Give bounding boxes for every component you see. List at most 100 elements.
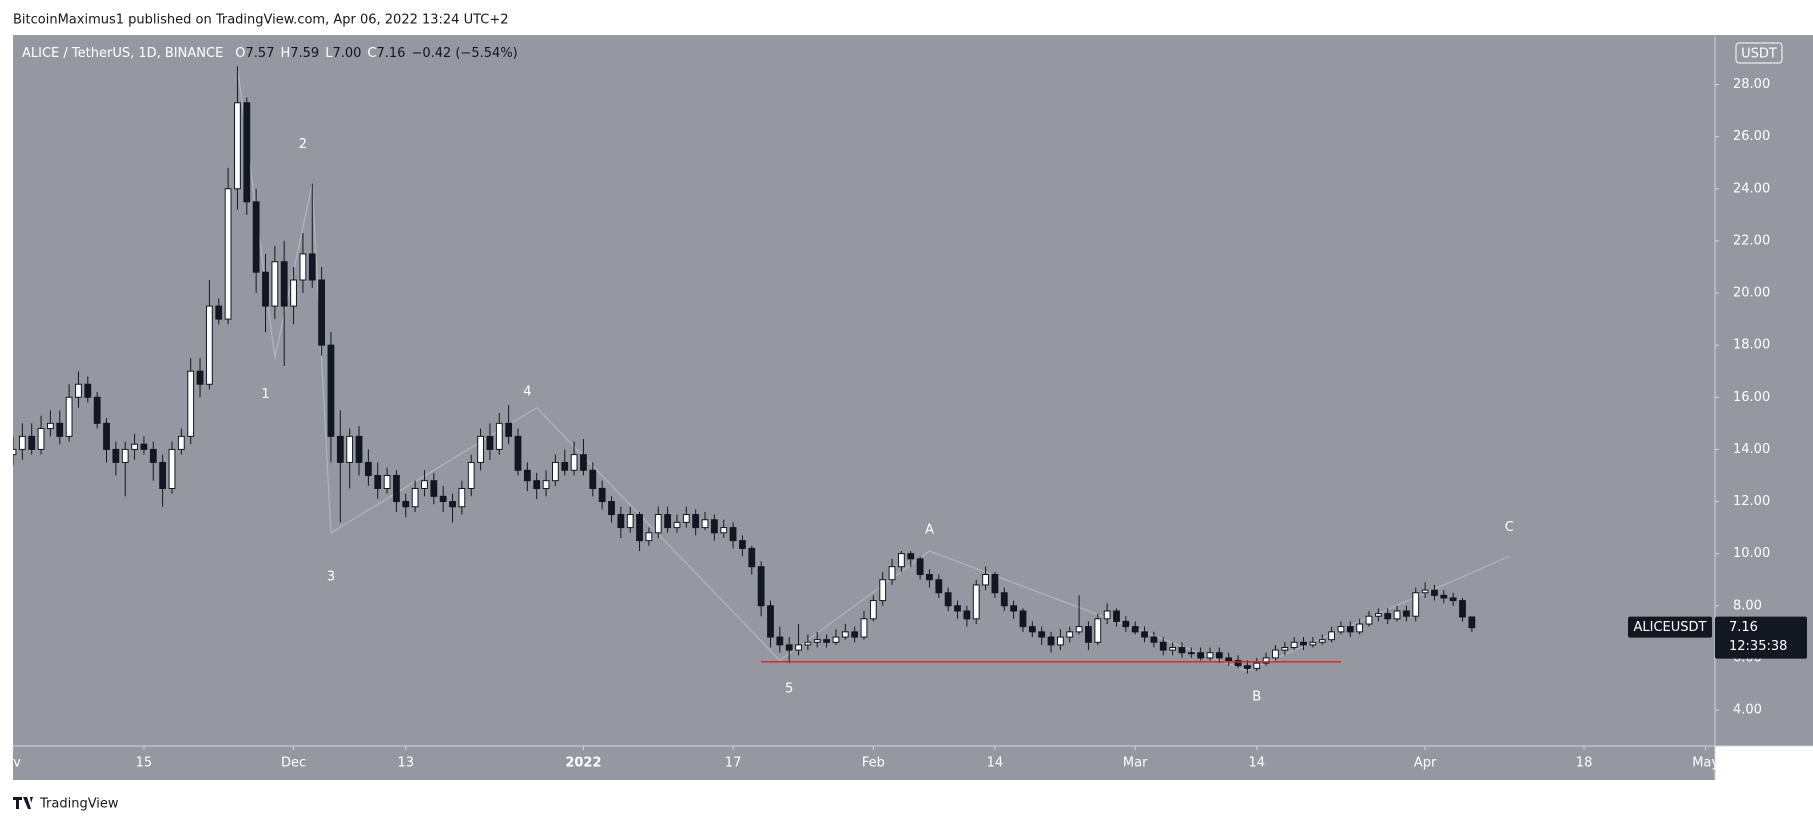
candle-body: [252, 201, 260, 273]
candle-body: [1187, 652, 1195, 655]
candle-body: [991, 574, 999, 594]
wave-label: A: [925, 523, 934, 538]
candle-body: [832, 636, 840, 643]
candle-body: [926, 574, 933, 581]
x-tick-label: 18: [1576, 756, 1593, 771]
candle-body: [93, 396, 101, 424]
price-tag-value: 7.16: [1729, 620, 1758, 635]
y-tick-label: 18.00: [1733, 338, 1770, 353]
candle-body: [1028, 626, 1036, 633]
candle-body: [393, 474, 400, 503]
candle-body: [411, 487, 419, 508]
candle-body: [1047, 636, 1055, 646]
candle-body: [28, 435, 36, 450]
candle-body: [776, 636, 784, 646]
wave-label: 2: [299, 137, 307, 152]
candle-body: [430, 480, 438, 497]
candle-body: [1253, 662, 1261, 669]
candle-body: [1365, 615, 1373, 625]
candle-body: [785, 644, 793, 651]
candle-body: [299, 253, 307, 281]
legend: ALICE / TetherUS, 1D, BINANCE O7.57 H7.59 L…: [22, 46, 518, 61]
candle-body: [243, 102, 251, 203]
candle-body: [449, 501, 456, 508]
candle-body: [402, 501, 410, 508]
candle-body: [1131, 626, 1139, 633]
candle-body: [1459, 600, 1466, 618]
candle-body: [383, 474, 391, 489]
candle-body: [935, 579, 943, 594]
y-tick-label: 10.00: [1733, 546, 1770, 561]
x-tick-label: 14: [1248, 756, 1265, 771]
wave-label: 3: [327, 570, 335, 585]
candle-body: [514, 435, 522, 471]
candle-body: [869, 600, 877, 620]
candle-body: [795, 644, 802, 651]
legend-key: H: [280, 46, 290, 61]
candle-body: [523, 469, 531, 482]
x-tick-label: 13: [397, 756, 414, 771]
legend-value: 7.57: [246, 46, 275, 61]
symbol-tag: [1628, 616, 1712, 638]
legend-key: L: [325, 46, 333, 61]
candle-body: [963, 610, 971, 620]
time-axis: [13, 746, 1715, 780]
candle-body: [131, 443, 138, 450]
candle-body: [187, 370, 195, 437]
x-tick-label: May: [1692, 756, 1719, 771]
candle-body: [898, 553, 905, 568]
x-tick-label: Feb: [862, 756, 885, 771]
candle-body: [271, 261, 279, 307]
wave-label: 5: [785, 682, 793, 697]
candle-body: [75, 383, 82, 398]
currency[interactable]: USDT: [1741, 47, 1777, 62]
legend-key: C: [367, 46, 376, 61]
candle-body: [486, 435, 494, 450]
candle-body: [710, 519, 718, 534]
y-tick-label: 14.00: [1733, 442, 1770, 457]
candle-body: [1178, 646, 1186, 654]
currency-box[interactable]: [1735, 42, 1783, 64]
candle-body: [1085, 626, 1092, 643]
candle-body: [720, 527, 728, 534]
candle-body: [84, 383, 92, 398]
x-tick-label: 15: [136, 756, 153, 771]
wave-label: B: [1252, 690, 1261, 705]
candle-body: [907, 553, 915, 560]
candle-body: [140, 443, 148, 450]
candle-body: [879, 579, 887, 602]
candle-body: [495, 422, 503, 450]
candle-body: [37, 428, 45, 450]
candle-body: [701, 519, 709, 529]
legend-value: 7.59: [290, 46, 319, 61]
candle-body: [823, 639, 830, 643]
candle-body: [205, 305, 213, 385]
price-tag-countdown: 12:35:38: [1729, 639, 1787, 654]
candle-body: [308, 253, 316, 281]
candle-body: [636, 514, 643, 542]
symbol-tag-label: ALICEUSDT: [1634, 620, 1707, 635]
candle-body: [1384, 613, 1392, 620]
x-tick-label: 14: [987, 756, 1004, 771]
candle-body: [1225, 657, 1233, 662]
candle-body: [1094, 618, 1102, 643]
candle-body: [813, 639, 821, 643]
candle-body: [1393, 610, 1401, 620]
candle-body: [1066, 631, 1074, 638]
candle-body: [561, 461, 569, 471]
candle-body: [1440, 594, 1448, 599]
candle-body: [215, 305, 223, 320]
candle-body: [1318, 639, 1326, 643]
candle-body: [1309, 641, 1317, 646]
footer-brand: TradingView: [39, 797, 119, 812]
candle-body: [1019, 610, 1027, 628]
candle-body: [972, 584, 980, 620]
x-tick-label: 2022: [565, 756, 601, 771]
candle-body: [327, 344, 335, 437]
candle-body: [1412, 592, 1420, 617]
y-tick-label: 16.00: [1733, 390, 1770, 405]
candle-body: [767, 605, 774, 638]
y-tick-label: 4.00: [1733, 703, 1762, 718]
candle-body: [159, 461, 167, 489]
